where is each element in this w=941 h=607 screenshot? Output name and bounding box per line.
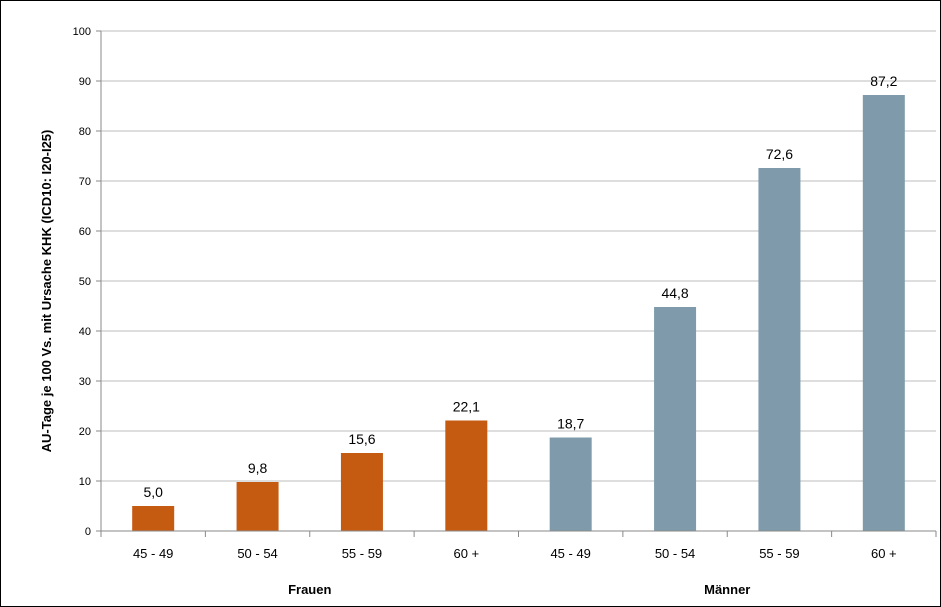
- data-label: 22,1: [453, 399, 480, 415]
- y-tick-label: 30: [79, 376, 91, 388]
- bar: [549, 437, 592, 531]
- y-tick-label: 80: [79, 126, 91, 138]
- y-tick-label: 60: [79, 226, 91, 238]
- y-tick-label: 90: [79, 76, 91, 88]
- y-axis-label: AU-Tage je 100 Vs. mit Ursache KHK (ICD1…: [39, 130, 54, 453]
- y-tick-label: 70: [79, 176, 91, 188]
- y-tick-label: 40: [79, 326, 91, 338]
- bar: [758, 168, 801, 531]
- y-tick-label: 10: [79, 476, 91, 488]
- group-label: Frauen: [288, 582, 331, 597]
- group-labels: Frauen Männer: [288, 582, 750, 597]
- x-category-label: 45 - 49: [550, 546, 590, 561]
- bars: [132, 95, 905, 531]
- bar: [654, 307, 697, 531]
- x-category-label: 55 - 59: [759, 546, 799, 561]
- data-label: 72,6: [766, 146, 793, 162]
- x-category-label: 45 - 49: [133, 546, 173, 561]
- x-category-label: 55 - 59: [342, 546, 382, 561]
- data-label: 87,2: [870, 73, 897, 89]
- data-label: 15,6: [348, 431, 375, 447]
- bar: [340, 453, 383, 531]
- x-category-label: 60 +: [453, 546, 479, 561]
- x-category-label: 50 - 54: [237, 546, 277, 561]
- x-category-label: 50 - 54: [655, 546, 695, 561]
- bar: [132, 506, 175, 531]
- bar: [236, 482, 279, 531]
- bar: [862, 95, 905, 531]
- y-tick-label: 0: [85, 526, 91, 538]
- data-label: 18,7: [557, 416, 584, 432]
- gridlines: [101, 30, 936, 482]
- data-label: 5,0: [143, 484, 163, 500]
- data-label: 44,8: [661, 285, 688, 301]
- group-label: Männer: [704, 582, 750, 597]
- y-axis-ticks: 0 10 20 30 40 50 60 70 80 90 100: [73, 26, 101, 538]
- data-label: 9,8: [248, 460, 268, 476]
- x-axis-categories: 45 - 49 50 - 54 55 - 59 60 + 45 - 49 50 - 54 5…: [100, 531, 937, 561]
- y-tick-label: 20: [79, 426, 91, 438]
- x-category-label: 60 +: [871, 546, 897, 561]
- data-labels: 5,0 9,8 15,6 22,1 18,7 44,8 72,6 87,2: [143, 73, 897, 500]
- bar: [445, 420, 488, 531]
- y-tick-label: 50: [79, 276, 91, 288]
- y-tick-label: 100: [73, 26, 91, 38]
